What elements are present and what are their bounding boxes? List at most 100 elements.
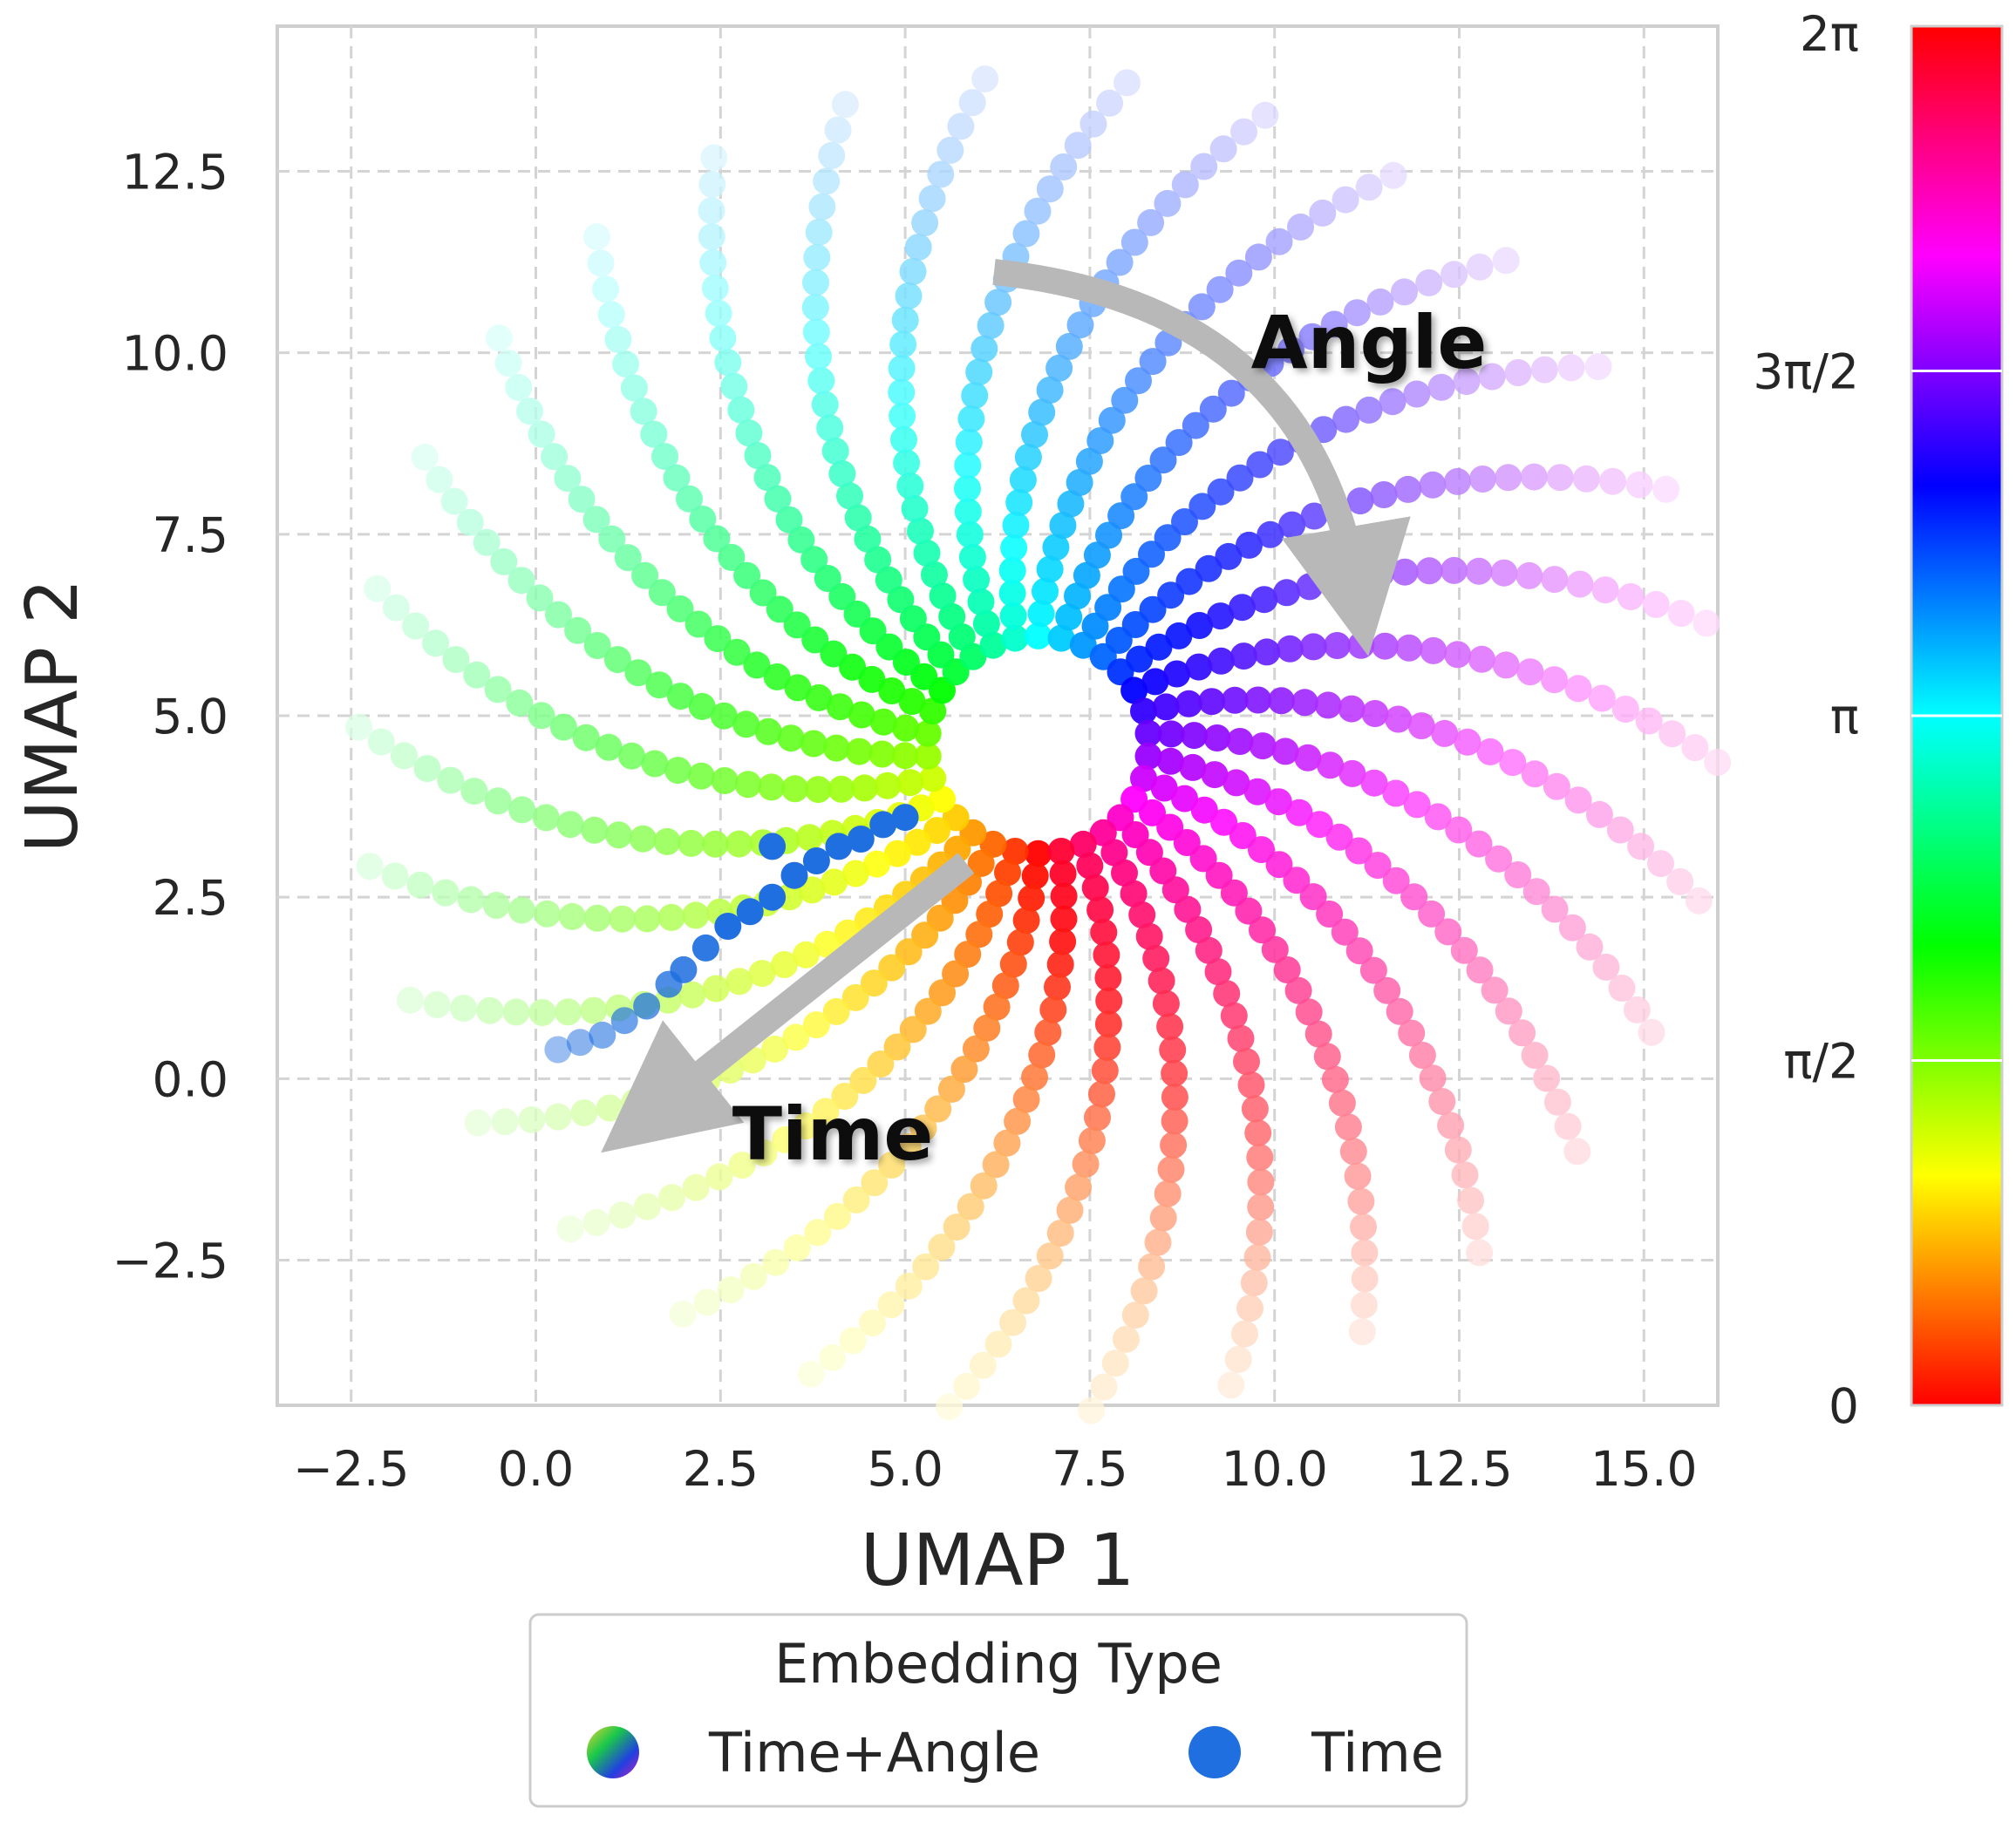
time-angle-point [772,1125,800,1153]
time-angle-point [1230,118,1257,146]
time-angle-point [1332,186,1359,214]
time-angle-point [1461,1213,1489,1241]
time-angle-point [1328,1089,1356,1117]
time-angle-point [1157,581,1185,609]
time-angle-point [1014,443,1042,471]
time-angle-point [422,629,450,657]
time-angle-point [1207,602,1235,630]
time-angle-point [1557,354,1585,382]
time-angle-point [1317,751,1345,779]
legend-entry-time: Time [1311,1721,1444,1785]
time-angle-point [1391,278,1418,306]
time-angle-point [1324,632,1351,659]
time-angle-point [1139,348,1167,376]
time-angle-point [1141,668,1169,696]
time-angle-point [859,617,887,645]
time-angle-point [841,860,869,887]
time-angle-point [1585,800,1613,828]
time-angle-point [1355,396,1383,424]
time-angle-point [682,1173,710,1201]
time-angle-point [801,626,829,654]
time-angle-point [954,498,982,526]
time-angle-point [612,350,640,378]
time-angle-point [1253,638,1281,666]
time-angle-point [1195,936,1223,964]
y-tick-label: 10.0 [122,326,228,382]
time-angle-point [1264,788,1292,816]
time-angle-point [1304,1020,1332,1048]
time-angle-point [1403,380,1431,408]
time-angle-point [720,372,748,400]
time-angle-point [1331,918,1359,946]
time-angle-point [822,734,850,762]
time-angle-point [592,275,620,303]
time-angle-point [528,702,555,730]
x-tick-label: −2.5 [293,1441,410,1497]
time-angle-point [813,167,841,195]
time-angle-point [1611,696,1639,723]
time-angle-point [532,804,560,832]
time-angle-point [605,821,633,849]
time-angle-point [1093,941,1120,969]
time-angle-point [1201,761,1229,789]
time-angle-point [1277,336,1304,364]
time-angle-point [1221,686,1249,714]
time-angle-point [1652,475,1680,503]
time-angle-point [839,653,867,681]
time-angle-point [698,171,726,198]
time-angle-point [1056,1196,1084,1224]
time-angle-point [1403,791,1431,819]
time-angle-point [1608,975,1636,1002]
time-angle-point [1101,1350,1129,1377]
legend-marker-time-angle [587,1726,639,1778]
time-angle-point [678,829,705,857]
time-angle-point [669,1300,697,1328]
time-angle-point [1251,101,1279,129]
time-angle-point [648,579,676,607]
time-angle-point [1588,684,1616,712]
time-angle-point [1012,1287,1040,1315]
time-angle-point [440,487,468,515]
time-angle-point [753,464,781,492]
time-angle-point [904,234,932,262]
time-angle-point [700,144,728,172]
time-angle-point [896,769,924,797]
time-angle-point [1152,693,1180,721]
time-angle-point [1320,310,1348,338]
y-tick-label: −2.5 [112,1233,228,1288]
time-angle-point [1138,1253,1166,1281]
time-angle-point [808,193,836,221]
time-angle-point [958,543,986,571]
time-angle-point [570,1099,598,1127]
time-angle-point [1107,502,1135,530]
time-angle-point [1075,447,1103,475]
time-angle-point [1273,956,1301,983]
time-angle-point [1599,467,1627,495]
time-angle-point [658,1184,686,1212]
time-angle-point [918,185,946,213]
time-angle-point [1114,69,1141,97]
time-point [759,883,787,911]
time-angle-point [1391,558,1419,586]
time-angle-point [1224,1345,1252,1373]
time-angle-point [1188,493,1216,520]
time-angle-point [735,419,763,447]
time-angle-point [1046,950,1074,978]
legend-entry-time-angle: Time+Angle [708,1721,1040,1785]
time-angle-point [1036,1242,1064,1270]
time-angle-point [1217,379,1245,407]
time-angle-point [1244,243,1272,271]
time-angle-point [1265,851,1293,879]
time-angle-point [1005,488,1033,516]
time-angle-point [1049,860,1077,887]
time-angle-point [533,900,561,928]
time-angle-point [1345,837,1372,865]
time-angle-point [864,546,892,574]
time-angle-point [1199,395,1227,423]
time-angle-point [878,1151,906,1179]
time-angle-point [928,1234,956,1261]
time-angle-point [621,1088,649,1116]
time-angle-point [863,850,891,878]
time-angle-point [896,472,924,500]
time-angle-point [967,588,995,615]
